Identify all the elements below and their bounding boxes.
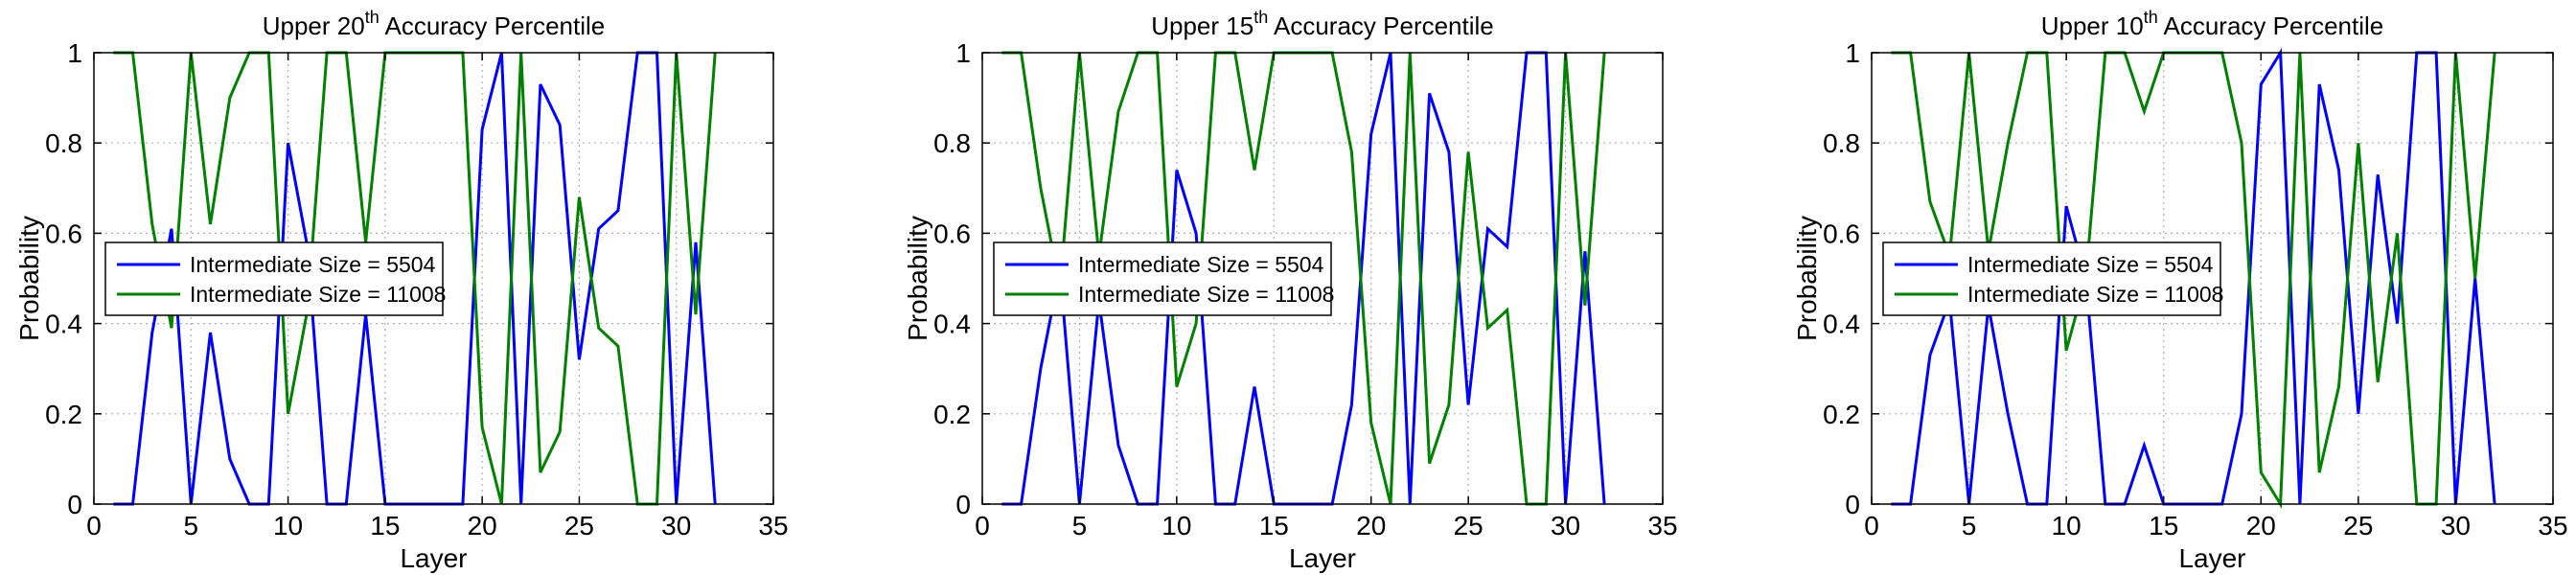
y-tick-label: 0.8	[933, 128, 971, 158]
y-tick-label: 0.8	[45, 128, 82, 158]
x-tick-label: 20	[2246, 511, 2276, 540]
x-tick-label: 30	[661, 511, 691, 540]
y-tick-label: 0	[1845, 490, 1860, 519]
y-tick-label: 0.4	[933, 310, 971, 339]
y-tick-label: 1	[955, 38, 971, 68]
y-tick-label: 0.6	[933, 218, 971, 248]
legend-label-2: Intermediate Size = 11008	[1078, 282, 1334, 307]
axes-box	[93, 52, 774, 505]
chart-panel-2: 0 5 10 15 20 25 30 35 0 0.2 0.4 0.6 0.8 1 Layer Probabi…	[903, 8, 1678, 573]
x-tick-label: 25	[1454, 511, 1484, 540]
chart-panel-3: 0 5 10 15 20 25 30 35 0 0.2 0.4 0.6 0.8 1 Layer Probabi…	[1792, 8, 2568, 573]
chart-title: Upper 10th Accuracy Percentile	[2041, 8, 2384, 40]
x-tick-label: 35	[758, 511, 788, 540]
y-tick-label: 0.6	[1823, 218, 1860, 248]
axes-box	[981, 52, 1664, 505]
y-tick-label: 0.2	[45, 400, 82, 429]
x-tick-label: 20	[1356, 511, 1386, 540]
y-tick-label: 0.6	[45, 218, 82, 248]
x-tick-label: 10	[1162, 511, 1191, 540]
y-axis-label: Probability	[14, 216, 44, 341]
legend: Intermediate Size = 5504 Intermediate Siz…	[104, 242, 446, 316]
x-tick-label: 25	[2343, 511, 2373, 540]
x-tick-label: 5	[1072, 511, 1088, 540]
legend: Intermediate Size = 5504 Intermediate Siz…	[1882, 242, 2223, 316]
x-tick-label: 0	[1864, 511, 1879, 540]
x-tick-label: 5	[183, 511, 198, 540]
x-tick-label: 5	[1962, 511, 1977, 540]
x-tick-label: 30	[2441, 511, 2471, 540]
x-tick-label: 0	[975, 511, 990, 540]
legend: Intermediate Size = 5504 Intermediate Siz…	[993, 242, 1334, 316]
x-tick-label: 15	[1259, 511, 1289, 540]
legend-label-2: Intermediate Size = 11008	[190, 282, 446, 307]
x-tick-label: 35	[2538, 511, 2567, 540]
x-tick-label: 35	[1647, 511, 1677, 540]
chart-panel-1: 0 5 10 15 20 25 30 35 0 0.2 0.4 0.6 0.8 1 Layer Probabi…	[14, 8, 789, 573]
legend-box	[1882, 242, 2221, 316]
y-axis-label: Probability	[1792, 216, 1822, 341]
x-tick-label: 10	[273, 511, 303, 540]
y-tick-label: 0.2	[933, 400, 971, 429]
x-tick-label: 30	[1551, 511, 1580, 540]
y-tick-label: 0.4	[45, 310, 82, 339]
y-axis-label: Probability	[903, 216, 932, 341]
x-tick-label: 15	[2149, 511, 2178, 540]
x-tick-label: 0	[86, 511, 102, 540]
chart-title: Upper 20th Accuracy Percentile	[263, 8, 606, 40]
x-axis-label: Layer	[1289, 543, 1356, 573]
legend-label-1: Intermediate Size = 5504	[1967, 252, 2214, 277]
x-axis-label: Layer	[2178, 543, 2245, 573]
legend-box	[104, 242, 444, 316]
x-tick-label: 25	[564, 511, 594, 540]
y-tick-label: 0	[955, 490, 971, 519]
y-tick-label: 0.2	[1823, 400, 1860, 429]
y-tick-label: 0.8	[1823, 128, 1860, 158]
x-axis-label: Layer	[400, 543, 467, 573]
legend-box	[993, 242, 1332, 316]
y-tick-label: 1	[67, 38, 82, 68]
y-tick-label: 0.4	[1823, 310, 1860, 339]
legend-label-2: Intermediate Size = 11008	[1967, 282, 2223, 307]
y-tick-label: 1	[1845, 38, 1860, 68]
x-tick-label: 15	[370, 511, 400, 540]
x-tick-label: 10	[2052, 511, 2082, 540]
legend-label-1: Intermediate Size = 5504	[1078, 252, 1324, 277]
x-tick-label: 20	[468, 511, 497, 540]
axes-box	[1871, 52, 2554, 505]
chart-title: Upper 15th Accuracy Percentile	[1151, 8, 1494, 40]
y-tick-label: 0	[67, 490, 82, 519]
legend-label-1: Intermediate Size = 5504	[190, 252, 436, 277]
